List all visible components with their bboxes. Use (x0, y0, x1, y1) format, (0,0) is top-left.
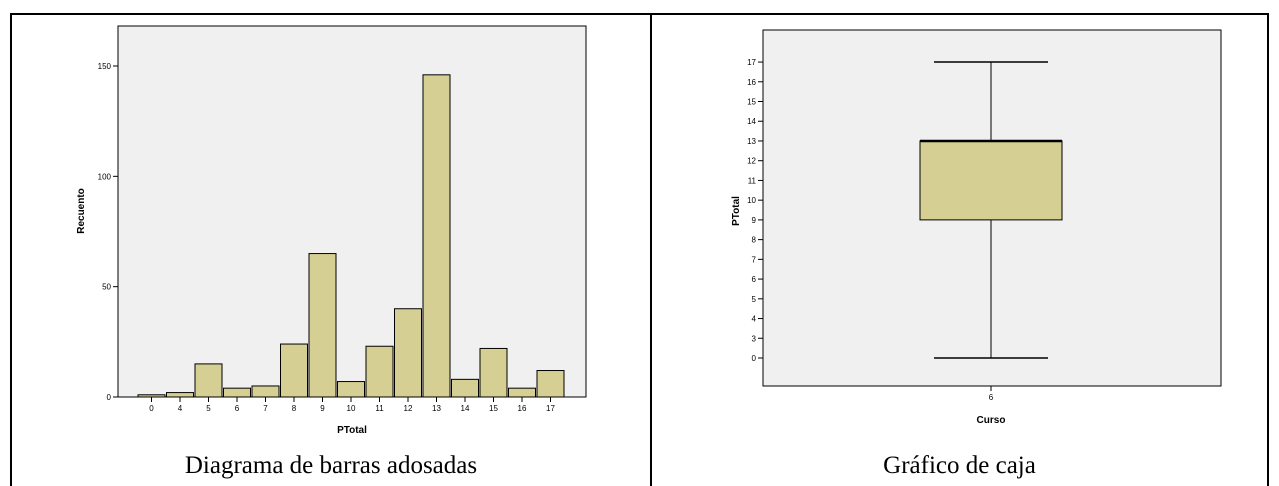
box-y-tick-label: 9 (752, 216, 757, 225)
bar-chart-x-axis-title: PTotal (337, 425, 367, 436)
bar-x-tick-label: 4 (178, 404, 183, 413)
bar-x-tick-label: 13 (432, 404, 441, 413)
bar (194, 363, 223, 398)
bar (280, 343, 308, 398)
box-y-tick-label: 6 (752, 275, 757, 284)
box-y-tick-label: 16 (747, 78, 756, 87)
box-y-tick-label: 5 (752, 295, 757, 304)
box-rect (919, 140, 1063, 221)
bar (508, 387, 536, 398)
table-frame (10, 13, 1269, 486)
box-chart-x-axis-title: Curso (977, 415, 1006, 426)
bar-x-tick-label: 17 (546, 404, 555, 413)
bar (166, 392, 194, 398)
bar-x-tick-label: 14 (461, 404, 470, 413)
bar-chart-y-axis: 0 50 100 150 (98, 62, 118, 402)
box-y-tick-label: 13 (747, 137, 756, 146)
bar (365, 345, 394, 398)
box-chart-caption: Gráfico de caja (883, 452, 1036, 479)
box-y-tick-label: 11 (748, 176, 757, 185)
bar (337, 381, 365, 398)
bar-x-tick-label: 6 (235, 404, 240, 413)
bar-x-tick-label: 12 (404, 404, 413, 413)
bar-chart-x-axis: 0 4 5 6 7 8 9 10 11 12 13 14 15 16 17 (149, 397, 555, 413)
box-y-tick-label: 12 (747, 157, 756, 166)
bar (536, 370, 565, 398)
box-y-tick-label: 10 (747, 196, 756, 205)
bar (308, 253, 337, 398)
bar-x-tick-label: 9 (320, 404, 325, 413)
bar-x-tick-label: 8 (292, 404, 297, 413)
box-y-tick-label: 8 (752, 236, 757, 245)
box-y-tick-label: 7 (752, 255, 757, 264)
bar-x-tick-label: 5 (206, 404, 211, 413)
bar (479, 347, 508, 398)
box-y-tick-label: 0 (752, 354, 757, 363)
bar-x-tick-label: 0 (149, 404, 154, 413)
bar-y-tick-label: 100 (98, 172, 112, 181)
bar-x-tick-label: 7 (263, 404, 268, 413)
box-chart-box (919, 61, 1063, 359)
bar (451, 378, 479, 398)
box-y-tick-label: 14 (747, 117, 756, 126)
bar-x-tick-label: 15 (489, 404, 498, 413)
box-y-tick-label: 4 (752, 315, 757, 324)
box-y-tick-label: 15 (747, 98, 756, 107)
bar-y-tick-label: 50 (102, 283, 111, 292)
bar-chart-plot-area (117, 25, 587, 398)
bar-chart-y-axis-title: Recuento (76, 188, 87, 234)
bar-y-tick-label: 150 (98, 62, 112, 71)
bar (422, 74, 451, 398)
bar (137, 394, 166, 398)
box-y-tick-label: 17 (747, 58, 756, 67)
box-chart-x-axis: 6 (989, 386, 994, 402)
bar (394, 308, 422, 398)
box-chart-y-axis-title: PTotal (731, 196, 742, 226)
bar-x-tick-label: 11 (375, 404, 384, 413)
bar-chart-bars (137, 74, 565, 398)
box-x-tick-label: 6 (989, 393, 994, 402)
bar-chart-caption: Diagrama de barras adosadas (184, 452, 478, 479)
bar (223, 387, 251, 398)
bar-x-tick-label: 10 (347, 404, 356, 413)
box-y-tick-label: 3 (752, 334, 757, 343)
box-chart: 0 3 4 5 6 7 8 9 10 11 12 13 14 15 16 17 6 Curso PTotal (731, 29, 1222, 426)
bar-y-tick-label: 0 (107, 393, 112, 402)
bar (251, 385, 280, 398)
box-chart-y-axis: 0 3 4 5 6 7 8 9 10 11 12 13 14 15 16 17 (747, 58, 763, 363)
bar-chart: 0 50 100 150 0 4 5 6 7 8 9 10 11 12 13 14 15 16 17 PTotal… (76, 25, 587, 436)
bar-x-tick-label: 16 (518, 404, 527, 413)
table-divider (650, 13, 652, 486)
